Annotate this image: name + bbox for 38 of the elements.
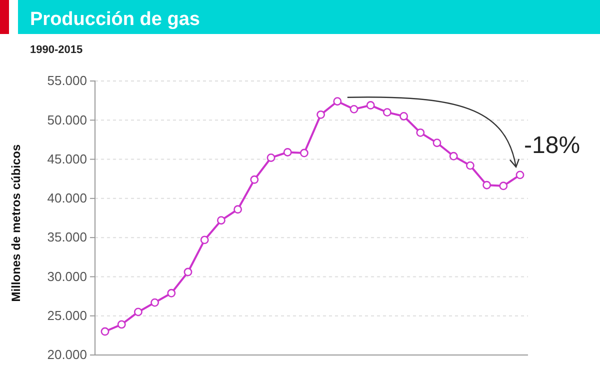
y-tick-label: 35.000 — [47, 230, 87, 245]
point — [184, 268, 192, 276]
point — [416, 128, 425, 137]
point — [167, 288, 176, 298]
point — [499, 182, 508, 190]
y-tick-label: 25.000 — [47, 308, 87, 324]
point — [200, 236, 209, 244]
point — [100, 327, 110, 336]
point — [400, 112, 408, 120]
point — [117, 320, 126, 329]
y-tick-label: 40.000 — [47, 190, 87, 206]
point — [150, 298, 160, 307]
point — [516, 170, 524, 180]
point — [449, 152, 458, 160]
point — [250, 175, 259, 184]
y-tick-label: 55.000 — [47, 73, 87, 88]
point — [234, 205, 242, 214]
point — [300, 148, 308, 158]
point — [432, 138, 442, 148]
y-tick-label: 30.000 — [47, 268, 87, 284]
y-tick-label: 20.000 — [47, 347, 87, 362]
point — [466, 161, 474, 170]
point — [350, 104, 358, 114]
point — [283, 148, 292, 156]
point — [482, 180, 492, 190]
annotation: -18% — [524, 132, 580, 159]
point — [266, 154, 276, 162]
point — [382, 108, 392, 117]
point — [366, 101, 375, 110]
y-tick-label: 45.000 — [47, 151, 87, 166]
chart-title: Producción de gas — [30, 9, 200, 30]
point — [333, 97, 342, 106]
point — [316, 110, 326, 119]
chart-subtitle: 1990-2015 — [30, 44, 83, 56]
y-tick-label: 50.000 — [47, 112, 87, 128]
point — [216, 216, 226, 225]
y-axis-title: Millones de metros cúbicos — [9, 144, 23, 302]
point — [134, 308, 142, 316]
